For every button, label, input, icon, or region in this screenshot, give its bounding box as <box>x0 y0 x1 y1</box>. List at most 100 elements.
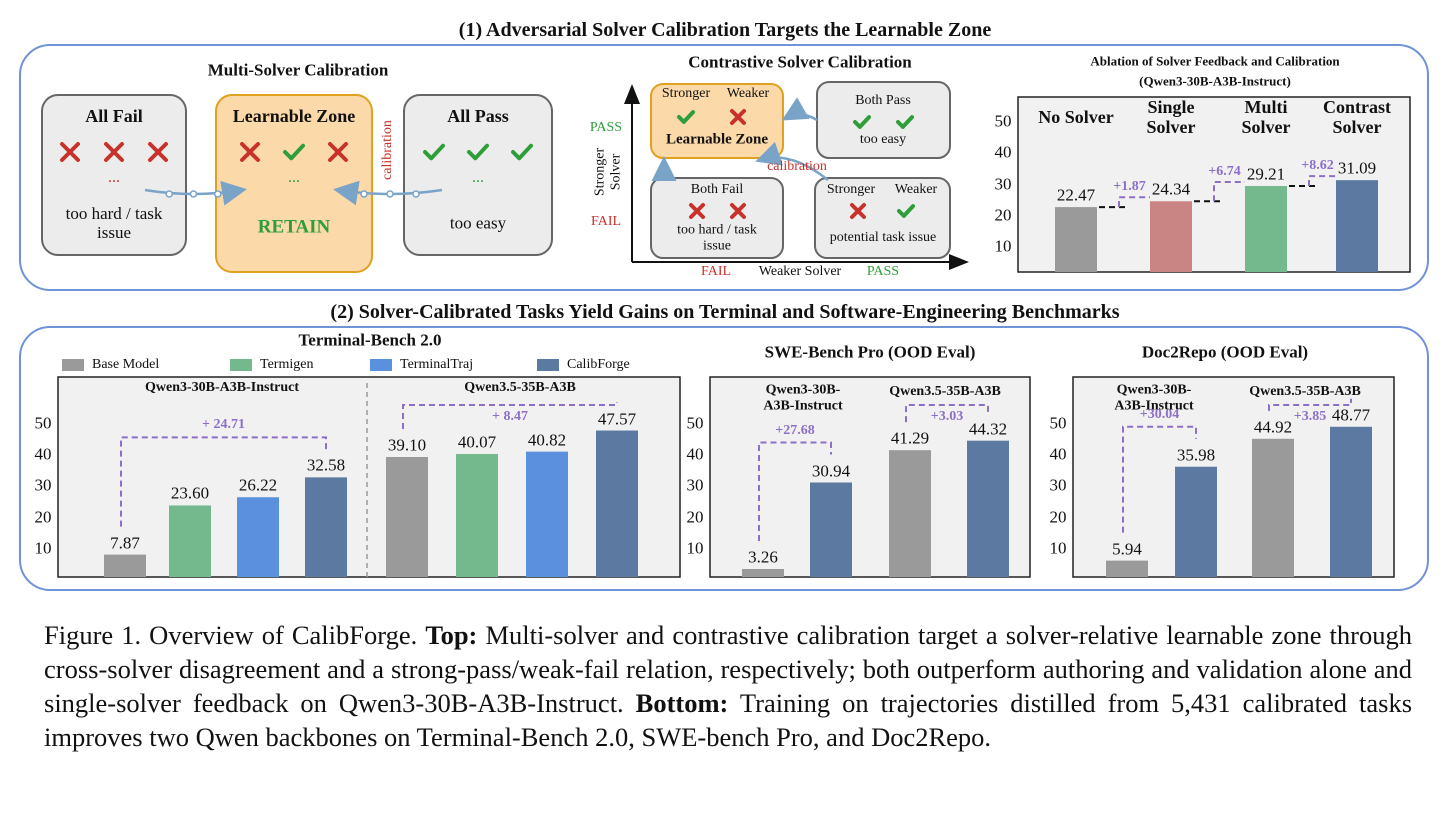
chart-title: Terminal-Bench 2.0 <box>298 330 442 350</box>
value-label: 24.34 <box>1151 179 1191 199</box>
delta-label: +30.04 <box>1139 406 1180 422</box>
chain-dot <box>360 190 368 198</box>
chain-dot <box>165 190 173 198</box>
y-tick-label: 30 <box>686 475 704 495</box>
legend-label: Base Model <box>92 357 160 373</box>
x-tick-label: Single Solver <box>1146 96 1196 137</box>
label: Weaker <box>726 86 770 102</box>
caption-bottom-text: Training on trajectories distilled from … <box>44 688 1413 752</box>
check-icon <box>677 110 695 124</box>
y-tick-label: 40 <box>686 444 704 464</box>
y-tick-label: 20 <box>1049 507 1067 527</box>
caption: Figure 1. Overview of CalibForge. Top: M… <box>44 618 1412 754</box>
axis-title: Weaker Solver <box>758 264 842 280</box>
group-label: Qwen3-30B-A3B-Instruct <box>763 382 843 413</box>
y-tick-label: 20 <box>994 205 1012 225</box>
delta-label: +3.85 <box>1293 409 1327 425</box>
chart-title: SWE-Bench Pro (OOD Eval) <box>764 342 976 362</box>
bar <box>526 451 568 577</box>
cross-icon <box>850 203 866 219</box>
y-tick-label: 40 <box>34 444 52 464</box>
delta-step <box>1308 175 1336 187</box>
calibration-label: calibration <box>767 159 827 175</box>
axis-label: FAIL <box>590 214 622 230</box>
legend-swatch <box>370 359 392 371</box>
y-tick-label: 10 <box>994 236 1012 256</box>
bar <box>456 453 498 577</box>
ellipsis: ... <box>472 169 484 187</box>
bar <box>1252 438 1294 577</box>
value-label: 31.09 <box>1337 158 1377 178</box>
value-label: 29.21 <box>1246 164 1286 184</box>
axis-title: Stronger Solver <box>592 147 623 197</box>
bar <box>1175 466 1217 577</box>
box-note: potential task issue <box>829 230 937 246</box>
delta-step <box>1118 196 1150 208</box>
axis-label: PASS <box>589 120 623 136</box>
y-tick-label: 50 <box>994 111 1012 131</box>
group-label: Qwen3-30B-A3B-Instruct <box>1114 382 1194 413</box>
chart-title: Doc2Repo (OOD Eval) <box>1141 342 1309 362</box>
bar <box>237 497 279 577</box>
box-title: Both Pass <box>855 93 911 109</box>
box-title: All Fail <box>85 105 143 126</box>
box-title: All Pass <box>447 105 509 126</box>
y-tick-label: 50 <box>686 413 704 433</box>
label: Weaker <box>894 182 938 198</box>
axis-label: FAIL <box>700 264 732 280</box>
legend-label: Termigen <box>260 357 314 373</box>
x-tick-label: Contrast Solver <box>1323 96 1391 137</box>
label: Stronger <box>661 86 711 102</box>
zone-box <box>215 94 373 273</box>
legend-swatch <box>537 359 559 371</box>
bar <box>1106 560 1148 577</box>
chain-dot <box>386 190 394 198</box>
diagram-title: Contrastive Solver Calibration <box>688 52 912 72</box>
delta-bracket <box>402 402 618 429</box>
delta-label: +3.03 <box>930 409 964 425</box>
box-title: Learnable Zone <box>232 105 356 126</box>
box-note: too easy <box>449 213 507 233</box>
value-label: 5.94 <box>1112 539 1142 559</box>
y-tick-label: 40 <box>1049 444 1067 464</box>
value-label: 44.32 <box>968 419 1008 439</box>
axis-label: PASS <box>866 264 900 280</box>
bar <box>1330 426 1372 577</box>
legend-label: CalibForge <box>567 357 630 373</box>
diagram-title: Multi-Solver Calibration <box>207 60 389 80</box>
y-tick-label: 50 <box>34 413 52 433</box>
check-icon <box>467 143 489 161</box>
bar <box>1336 180 1378 272</box>
value-label: 22.47 <box>1056 185 1096 205</box>
box-title: Both Fail <box>690 182 744 198</box>
y-tick-label: 10 <box>1049 538 1067 558</box>
caption-top-label: Top: <box>425 620 478 650</box>
section-title: (1) Adversarial Solver Calibration Targe… <box>458 18 992 41</box>
chain-dot <box>412 190 420 198</box>
zone-box <box>814 177 951 259</box>
section-title: (2) Solver-Calibrated Tasks Yield Gains … <box>330 300 1120 323</box>
chart-subtitle: (Qwen3-30B-A3B-Instruct) <box>1139 73 1291 89</box>
y-tick-label: 10 <box>34 538 52 558</box>
label: Stronger <box>826 182 876 198</box>
bar <box>305 477 347 577</box>
cross-icon <box>104 142 124 162</box>
box-note: Learnable Zone <box>665 131 769 148</box>
delta-label: +8.62 <box>1301 158 1334 174</box>
chain-dot <box>189 190 198 198</box>
delta-label: +1.87 <box>1113 179 1146 195</box>
delta-bracket <box>120 436 327 527</box>
y-tick-label: 10 <box>686 538 704 558</box>
box-note: too hard / task issue <box>65 203 163 242</box>
check-icon <box>853 115 871 129</box>
legend-swatch <box>230 359 252 371</box>
y-tick-label: 30 <box>34 475 52 495</box>
value-label: 3.26 <box>748 547 778 567</box>
value-label: 30.94 <box>811 460 851 480</box>
group-label: Qwen3.5-35B-A3B <box>464 380 576 396</box>
delta-label: + 24.71 <box>202 417 245 433</box>
zone-box <box>650 177 784 259</box>
legend-swatch <box>62 359 84 371</box>
value-label: 41.29 <box>890 428 930 448</box>
cross-icon <box>148 142 168 162</box>
